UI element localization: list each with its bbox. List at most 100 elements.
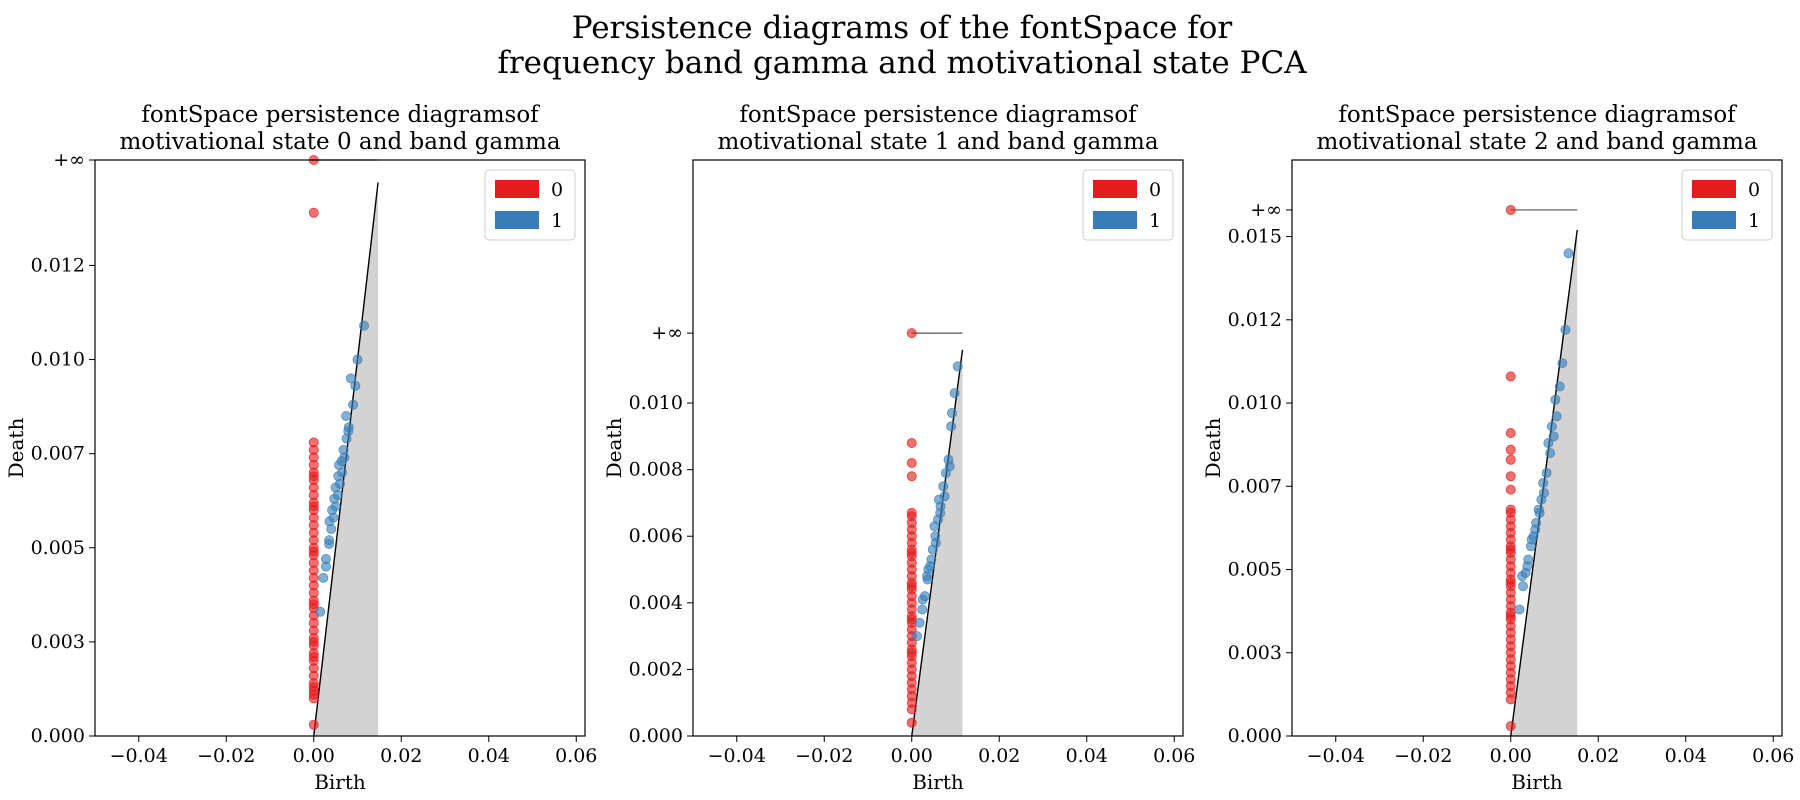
x-tick-label: −0.02 xyxy=(795,745,853,767)
panel-state-0: fontSpace persistence diagramsofmotivati… xyxy=(4,102,597,794)
y-tick-label: 0.005 xyxy=(31,537,85,559)
data-point-dim1 xyxy=(929,521,940,532)
legend-swatch-dim0 xyxy=(1093,180,1137,198)
x-tick-label: 0.04 xyxy=(468,745,510,767)
data-point-dim1 xyxy=(352,354,363,365)
data-point-dim0 xyxy=(1505,504,1516,515)
legend-label-dim1: 1 xyxy=(551,210,563,232)
data-point-dim0 xyxy=(308,719,319,730)
data-point-dim1 xyxy=(343,426,354,437)
legend-swatch-dim1 xyxy=(1692,211,1736,229)
data-point-dim1 xyxy=(1517,571,1528,582)
data-point-dim1 xyxy=(1514,604,1525,615)
x-axis-label: Birth xyxy=(1511,770,1563,794)
panel-title-line2: motivational state 0 and band gamma xyxy=(119,129,560,155)
legend-swatch-dim0 xyxy=(1692,180,1736,198)
panel-state-2: fontSpace persistence diagramsofmotivati… xyxy=(1201,102,1794,794)
data-point-dim0 xyxy=(1505,444,1516,455)
legend-label-dim0: 0 xyxy=(1748,179,1760,201)
data-point-dim0 xyxy=(1505,471,1516,482)
y-axis-label: Death xyxy=(1201,418,1225,479)
x-tick-label: 0.02 xyxy=(1577,745,1619,767)
data-point-dim1 xyxy=(1539,487,1550,498)
plot-frame xyxy=(692,159,1184,737)
x-tick-label: −0.02 xyxy=(1394,745,1452,767)
data-point-dim1 xyxy=(946,421,957,432)
x-tick-label: 0.00 xyxy=(293,745,335,767)
x-tick-label: 0.06 xyxy=(555,745,597,767)
data-point-dim0 xyxy=(1505,577,1516,588)
x-tick-label: −0.02 xyxy=(197,745,255,767)
data-point-dim0 xyxy=(1505,454,1516,465)
data-point-dim0 xyxy=(906,547,917,558)
data-point-dim1 xyxy=(1548,431,1559,442)
x-tick-label: 0.06 xyxy=(1153,745,1195,767)
y-tick-label: 0.004 xyxy=(629,592,683,614)
data-point-dim0 xyxy=(1505,371,1516,382)
y-tick-label: 0.005 xyxy=(1228,559,1282,581)
data-point-dim1 xyxy=(1541,467,1552,478)
panel-state-1: fontSpace persistence diagramsofmotivati… xyxy=(602,102,1195,794)
x-tick-label: −0.04 xyxy=(708,745,766,767)
x-tick-label: 0.02 xyxy=(380,745,422,767)
data-point-dim1 xyxy=(324,539,335,550)
data-point-dim1 xyxy=(1546,421,1557,432)
data-point-dim1 xyxy=(935,507,946,518)
y-tick-label: 0.015 xyxy=(1228,226,1282,248)
data-point-dim1 xyxy=(336,456,347,467)
data-point-dim1 xyxy=(1563,248,1574,259)
data-point-dim1 xyxy=(947,408,958,419)
data-point-dim1 xyxy=(348,399,359,410)
data-point-dim1 xyxy=(330,482,341,493)
data-point-dim1 xyxy=(341,410,352,421)
data-point-dim1 xyxy=(938,481,949,492)
data-point-dim0 xyxy=(1505,484,1516,495)
legend-swatch-dim1 xyxy=(1093,211,1137,229)
y-tick-label: 0.000 xyxy=(629,725,683,747)
x-tick-label: 0.06 xyxy=(1752,745,1794,767)
data-point-dim0 xyxy=(906,717,917,728)
y-tick-label: 0.010 xyxy=(629,392,683,414)
data-point-dim1 xyxy=(952,361,963,372)
data-point-dim1 xyxy=(949,388,960,399)
y-tick-label: 0.003 xyxy=(31,631,85,653)
y-tick-label: 0.003 xyxy=(1228,642,1282,664)
data-point-dim1 xyxy=(1518,581,1529,592)
plot-frame xyxy=(94,159,586,737)
y-tick-label: 0.000 xyxy=(1228,725,1282,747)
y-axis-label: Death xyxy=(602,418,626,479)
data-point-dim0 xyxy=(308,471,319,482)
data-point-dim0 xyxy=(308,636,319,647)
data-point-dim1 xyxy=(923,564,934,575)
y-tick-label: 0.006 xyxy=(629,525,683,547)
data-point-dim1 xyxy=(324,516,335,527)
data-point-dim0 xyxy=(1505,721,1516,732)
y-tick-label: 0.008 xyxy=(629,459,683,481)
y-tick-label: 0.000 xyxy=(31,725,85,747)
y-tick-label: 0.012 xyxy=(1228,309,1282,331)
data-point-dim1 xyxy=(930,537,941,548)
data-point-dim1 xyxy=(315,606,326,617)
data-point-dim1 xyxy=(933,494,944,505)
y-tick-label: 0.012 xyxy=(31,254,85,276)
data-point-dim0 xyxy=(906,328,917,339)
data-point-dim1 xyxy=(917,594,928,605)
data-point-dim0 xyxy=(1505,544,1516,555)
data-point-dim1 xyxy=(345,373,356,384)
legend: 01 xyxy=(484,169,576,241)
data-point-dim1 xyxy=(1534,507,1545,518)
legend-label-dim0: 0 xyxy=(1149,179,1161,201)
x-tick-label: 0.04 xyxy=(1066,745,1108,767)
y-tick-label-infinity: +∞ xyxy=(651,322,683,344)
legend-swatch-dim0 xyxy=(495,180,539,198)
x-tick-label: 0.00 xyxy=(1490,745,1532,767)
data-point-dim0 xyxy=(1505,204,1516,215)
plot-frame xyxy=(1291,159,1783,737)
panel-title-line2: motivational state 2 and band gamma xyxy=(1316,129,1757,155)
data-point-dim1 xyxy=(912,631,923,642)
panel-title-line2: motivational state 1 and band gamma xyxy=(717,129,1158,155)
data-point-dim1 xyxy=(1554,381,1565,392)
data-point-dim1 xyxy=(926,554,937,565)
data-point-dim1 xyxy=(359,320,370,331)
